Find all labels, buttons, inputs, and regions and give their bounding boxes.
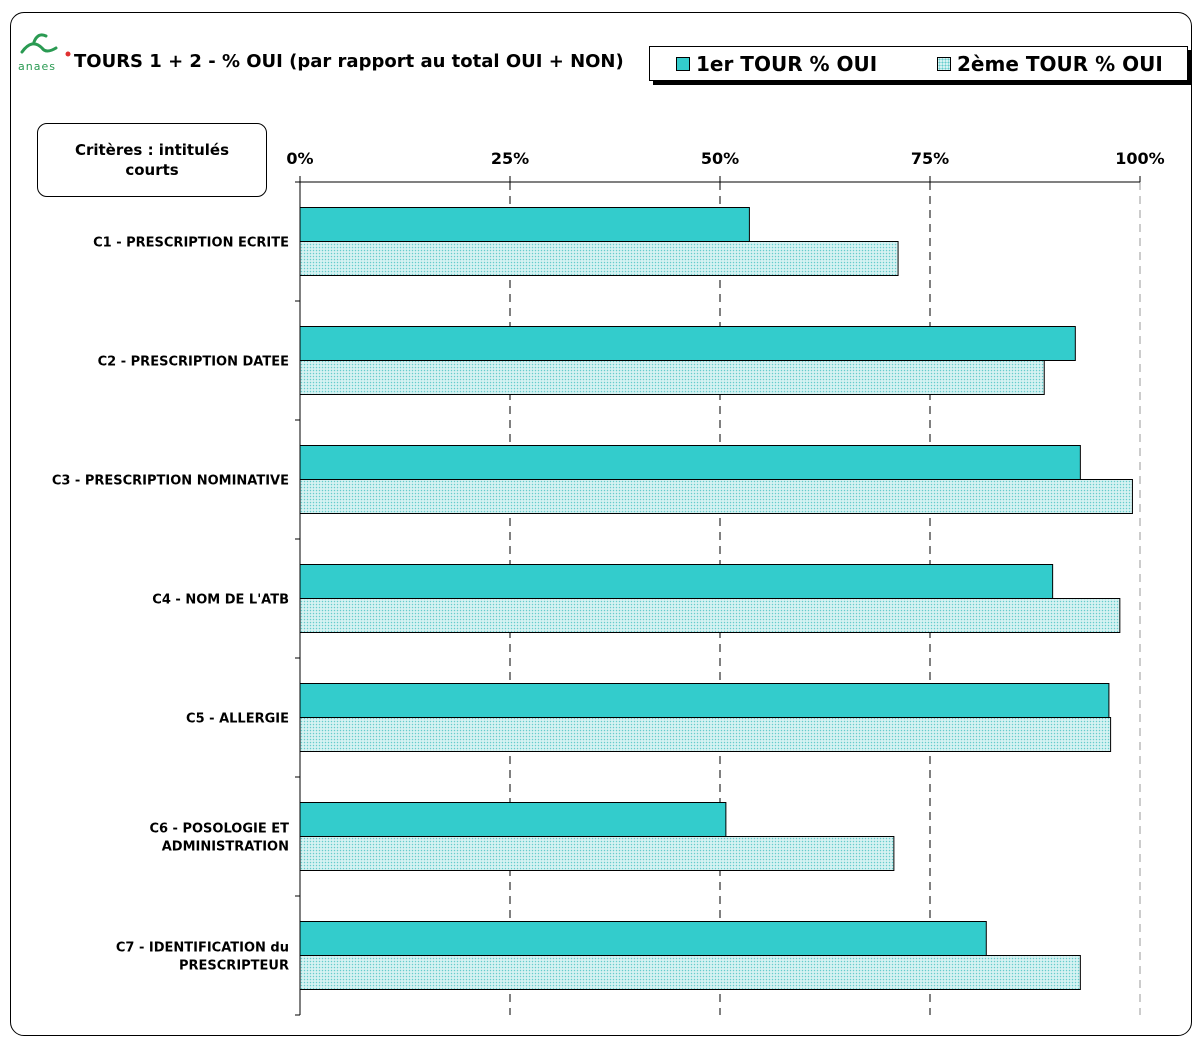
category-label-2: C2 - PRESCRIPTION DATEE xyxy=(98,355,289,370)
bar-series-2-6 xyxy=(299,836,895,871)
category-label-1: C1 - PRESCRIPTION ECRITE xyxy=(93,236,289,251)
legend-swatch-series-1 xyxy=(676,57,690,71)
legend-swatch-series-2 xyxy=(937,57,951,71)
legend: 1er TOUR % OUI 2ème TOUR % OUI xyxy=(649,46,1188,81)
criteria-label-box: Critères : intitulés courts xyxy=(37,123,267,197)
chart-title: TOURS 1 + 2 - % OUI (par rapport au tota… xyxy=(74,51,624,72)
bar-series-1-2 xyxy=(299,326,1076,361)
category-label-3: C3 - PRESCRIPTION NOMINATIVE xyxy=(52,474,289,489)
category-label-4: C4 - NOM DE L'ATB xyxy=(152,593,289,608)
legend-label-series-2: 2ème TOUR % OUI xyxy=(957,52,1163,76)
bar-series-1-6 xyxy=(299,802,727,837)
bar-series-1-1 xyxy=(299,207,750,242)
bar-series-2-5 xyxy=(299,717,1112,752)
category-label-line: C3 - PRESCRIPTION NOMINATIVE xyxy=(52,474,289,489)
logo-text: anaes xyxy=(18,60,56,73)
category-label-7: C7 - IDENTIFICATION du PRESCRIPTEUR xyxy=(116,941,289,974)
category-label-line: C6 - POSOLOGIE ET xyxy=(149,822,289,837)
bar-series-1-7 xyxy=(299,921,987,956)
criteria-label: Critères : intitulés courts xyxy=(74,140,230,179)
category-label-line: C7 - IDENTIFICATION du xyxy=(116,941,289,956)
category-label-line: ADMINISTRATION xyxy=(162,840,289,855)
bar-series-2-3 xyxy=(299,479,1133,514)
x-tick-label-0: 0% xyxy=(286,149,313,168)
category-label-6: C6 - POSOLOGIE ET ADMINISTRATION xyxy=(149,822,289,855)
bar-series-1-3 xyxy=(299,445,1081,480)
category-label-5: C5 - ALLERGIE xyxy=(186,712,289,727)
x-tick-label-1: 25% xyxy=(491,149,529,168)
anaes-logo-icon xyxy=(20,33,71,57)
category-label-line: C1 - PRESCRIPTION ECRITE xyxy=(93,236,289,251)
category-label-line: C2 - PRESCRIPTION DATEE xyxy=(98,355,289,370)
x-tick-label-3: 75% xyxy=(911,149,949,168)
bar-series-2-7 xyxy=(299,955,1081,990)
legend-item-series-2: 2ème TOUR % OUI xyxy=(937,52,1163,76)
category-label-line: PRESCRIPTEUR xyxy=(179,959,289,974)
category-label-line: C5 - ALLERGIE xyxy=(186,712,289,727)
legend-label-series-1: 1er TOUR % OUI xyxy=(696,52,878,76)
legend-item-series-1: 1er TOUR % OUI xyxy=(676,52,877,76)
bar-series-2-1 xyxy=(299,241,899,276)
bar-series-1-5 xyxy=(299,683,1110,718)
x-tick-label-2: 50% xyxy=(701,149,739,168)
bar-series-1-4 xyxy=(299,564,1054,599)
category-label-line: C4 - NOM DE L'ATB xyxy=(152,593,289,608)
bar-series-2-4 xyxy=(299,598,1121,633)
bar-series-2-2 xyxy=(299,360,1045,395)
x-tick-label-4: 100% xyxy=(1115,149,1164,168)
